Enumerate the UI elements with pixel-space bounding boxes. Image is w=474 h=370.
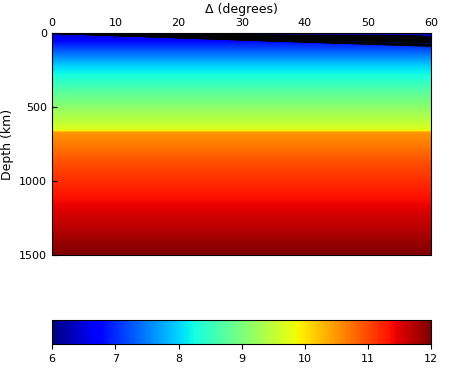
Y-axis label: Depth (km): Depth (km)	[1, 109, 14, 180]
X-axis label: Vs-ak135[km/s]: Vs-ak135[km/s]	[192, 369, 291, 370]
X-axis label: Δ (degrees): Δ (degrees)	[205, 3, 278, 16]
